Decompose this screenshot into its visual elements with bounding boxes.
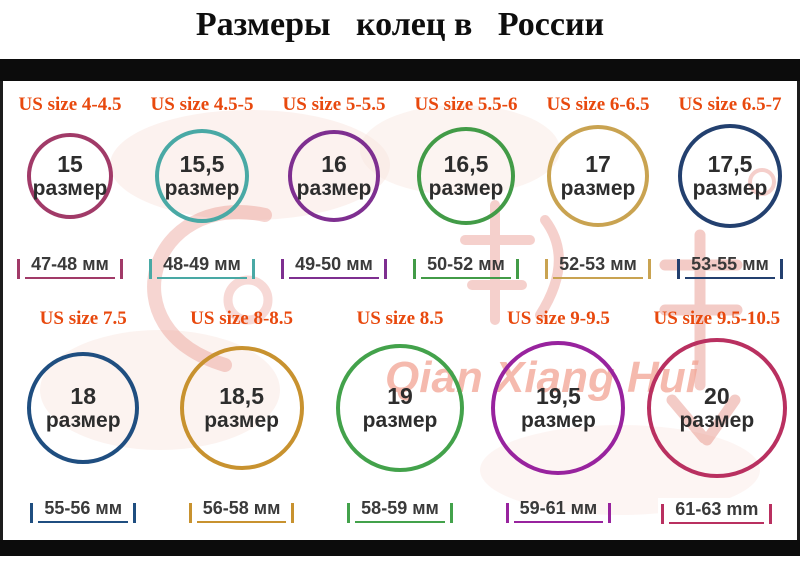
us-size-label: US size 6.5-7 [678,94,782,115]
mm-left-bar [505,503,509,523]
mm-left-bar [281,259,285,279]
mm-left-bar [30,503,34,523]
ring-size-word: размер [560,177,636,201]
right-frame-line [797,81,800,540]
mm-left-bar [149,259,153,279]
us-size-label: US size 8-8.5 [190,308,294,329]
ring-size-word: размер [521,409,596,433]
mm-range: 52-53 мм [545,254,651,279]
mm-right-bar [449,503,453,523]
ring-circle: 17,5 размер [678,124,782,228]
mm-right-bar [608,503,612,523]
ring-row-1: US size 4-4.5 15 размер 47-48 мм US size… [4,92,796,279]
ring-size-number: 18 [70,382,96,409]
ring-cell: US size 8-8.5 18,5 размер 56-58 мм [162,306,320,525]
ring-circle: 18 размер [27,352,140,464]
us-size-label: US size 7.5 [39,308,127,329]
mm-range: 58-59 мм [347,498,453,523]
ring-size-word: размер [692,177,768,201]
mm-range: 50-52 мм [413,254,519,279]
ring-circle: 18,5 размер [179,346,304,470]
ring-cell: US size 6.5-7 17,5 размер 53-55 мм [664,92,796,279]
ring-circle: 16,5 размер [417,127,515,225]
ring-cell: US size 5.5-6 16,5 размер 50-52 мм [400,92,532,279]
mm-range: 53-55 мм [677,254,783,279]
ring-cell: US size 6-6.5 17 размер 52-53 мм [532,92,664,279]
us-size-label: US size 4.5-5 [150,94,254,115]
mm-range: 59-61 мм [505,498,612,523]
ring-circle: 19,5 размер [491,341,626,475]
us-size-label: US size 8.5 [356,308,444,329]
ring-size-word: размер [679,409,755,433]
mm-range: 56-58 мм [188,498,295,523]
ring-size-word: размер [362,409,438,433]
ring-size-number: 15 [57,150,83,177]
mm-right-bar [133,503,137,523]
ring-size-number: 17,5 [707,150,753,177]
ring-size-word: размер [296,177,372,201]
ring-cell: US size 7.5 18 размер 55-56 мм [4,306,162,525]
us-size-label: US size 6-6.5 [546,94,650,115]
bottom-divider-bar [0,540,800,556]
ring-cell: US size 9.5-10.5 20 размер 61-63 mm [638,306,796,525]
ring-size-word: размер [204,409,279,433]
mm-left-bar [347,503,351,523]
ring-size-number: 15,5 [179,150,225,177]
ring-circle: 15 размер [27,133,113,219]
ring-circle: 15,5 размер [155,129,249,223]
ring-size-number: 20 [704,382,730,409]
us-size-label: US size 9.5-10.5 [653,308,781,329]
mm-right-bar [383,259,387,279]
left-frame-line [0,81,3,540]
mm-left-bar [545,259,549,279]
ring-row-2: US size 7.5 18 размер 55-56 мм US size 8… [4,306,796,525]
mm-right-bar [119,259,123,279]
mm-left-bar [677,259,681,279]
mm-right-bar [291,503,295,523]
mm-right-bar [515,259,519,279]
top-divider-bar [0,59,800,81]
ring-size-number: 18,5 [219,382,264,409]
ring-size-word: размер [32,177,108,201]
us-size-label: US size 4-4.5 [18,94,122,115]
mm-range: 49-50 мм [281,254,387,279]
mm-left-bar [17,259,21,279]
mm-range: 47-48 мм [17,254,123,279]
mm-right-bar [779,259,783,279]
mm-right-bar [251,259,255,279]
ring-size-word: размер [428,177,504,201]
ring-cell: US size 4.5-5 15,5 размер 48-49 мм [136,92,268,279]
mm-left-bar [413,259,417,279]
ring-size-number: 17 [585,150,611,177]
ring-size-number: 19,5 [536,382,581,409]
us-size-label: US size 5-5.5 [282,94,386,115]
ring-circle: 17 размер [547,125,649,227]
mm-left-bar [188,503,192,523]
ring-cell: US size 5-5.5 16 размер 49-50 мм [268,92,400,279]
ring-size-number: 19 [387,382,413,409]
ring-size-word: размер [45,409,121,433]
us-size-label: US size 9-9.5 [506,308,610,329]
mm-range: 61-63 mm [658,498,776,525]
ring-circle: 16 размер [288,130,380,222]
ring-cell: US size 4-4.5 15 размер 47-48 мм [4,92,136,279]
mm-range: 48-49 мм [149,254,255,279]
page-title: Размеры колец в России [195,6,605,43]
ring-cell: US size 9-9.5 19,5 размер 59-61 мм [479,306,637,525]
mm-right-bar [769,504,773,524]
ring-size-number: 16 [321,150,347,177]
mm-range: 55-56 мм [30,498,137,523]
ring-circle: 19 размер [336,344,465,472]
ring-cell: US size 8.5 19 размер 58-59 мм [321,306,479,525]
mm-right-bar [647,259,651,279]
ring-size-word: размер [164,177,240,201]
mm-left-bar [661,504,665,524]
us-size-label: US size 5.5-6 [414,94,518,115]
ring-size-number: 16,5 [443,150,489,177]
ring-circle: 20 размер [646,338,787,478]
